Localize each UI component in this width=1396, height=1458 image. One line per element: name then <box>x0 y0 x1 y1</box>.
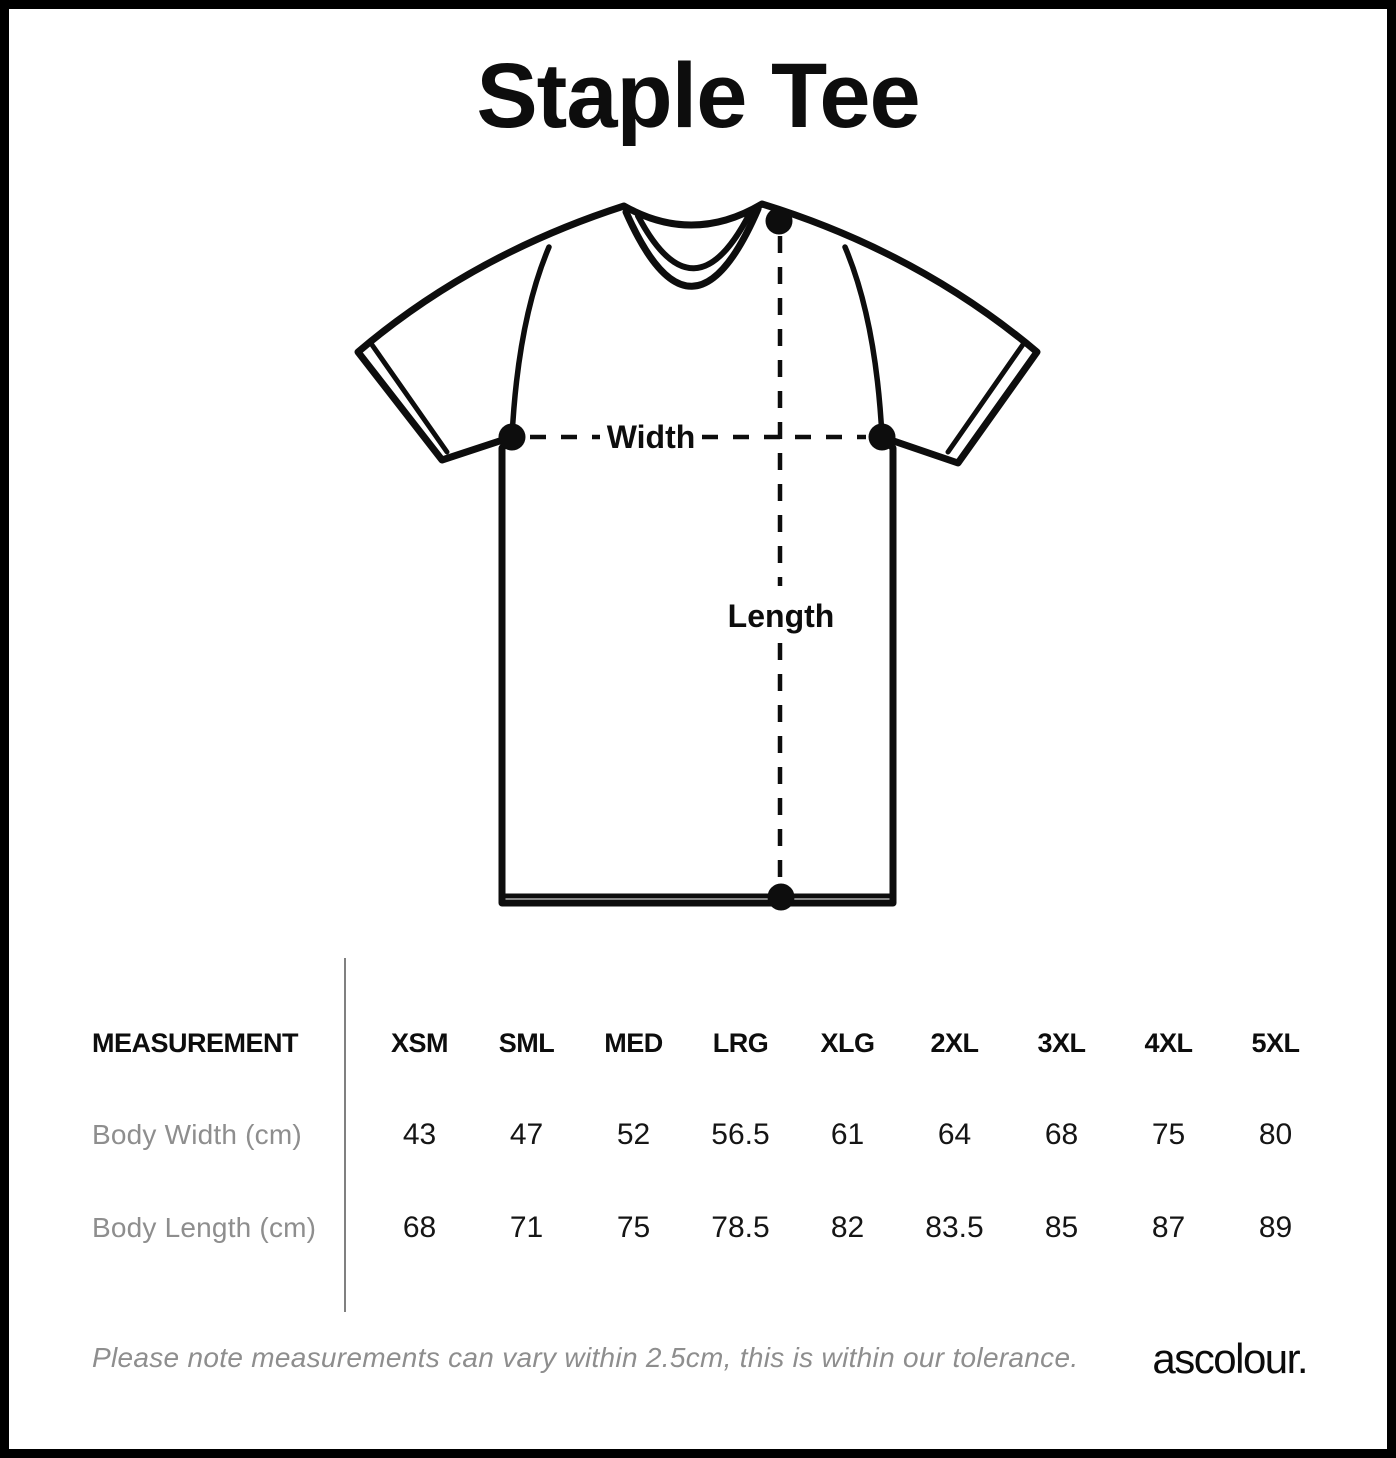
body-width-value: 68 <box>1044 1118 1079 1151</box>
body-length-value: 75 <box>616 1211 651 1244</box>
body-width-value: 43 <box>402 1118 437 1151</box>
body-length-value: 78.5 <box>711 1211 770 1244</box>
body-width-row: Body Width (cm) 43 47 52 56.5 61 64 68 7… <box>92 1118 1329 1152</box>
right-sleeve-seam <box>842 244 885 440</box>
size-header-row: MEASUREMENT XSM SML MED LRG XLG 2XL 3XL … <box>92 1026 1329 1060</box>
size-col-lrg: LRG <box>712 1028 769 1058</box>
row-label-body-length: Body Length (cm) <box>92 1212 317 1243</box>
size-col-4xl: 4XL <box>1144 1028 1193 1058</box>
body-length-row: Body Length (cm) 68 71 75 78.5 82 83.5 8… <box>92 1211 1329 1245</box>
size-col-xlg: XLG <box>820 1028 875 1058</box>
body-length-value: 85 <box>1044 1211 1079 1244</box>
table-divider <box>344 958 346 1312</box>
size-col-med: MED <box>604 1028 663 1058</box>
size-col-xsm: XSM <box>390 1028 449 1058</box>
body-length-value: 87 <box>1151 1211 1186 1244</box>
tee-diagram: Width Length <box>354 200 1041 911</box>
collar-inner-arc <box>635 210 753 272</box>
length-label: Length <box>728 598 835 634</box>
width-label: Width <box>607 419 696 455</box>
size-col-2xl: 2XL <box>930 1028 979 1058</box>
tolerance-note: Please note measurements can vary within… <box>92 1342 1079 1373</box>
body-width-value: 56.5 <box>711 1118 770 1151</box>
tshirt-outline <box>354 200 1041 907</box>
body-width-value: 75 <box>1151 1118 1186 1151</box>
left-sleeve-seam <box>509 244 552 440</box>
body-width-value: 52 <box>616 1118 651 1151</box>
row-label-body-width: Body Width (cm) <box>92 1119 302 1150</box>
body-length-value: 89 <box>1258 1211 1293 1244</box>
body-length-value: 68 <box>402 1211 437 1244</box>
body-width-value: 64 <box>937 1118 972 1151</box>
left-cuff-line <box>367 339 450 455</box>
shoulder-measure-dot <box>765 207 793 235</box>
size-col-sml: SML <box>498 1028 555 1058</box>
body-length-value: 83.5 <box>925 1211 984 1244</box>
measurement-header: MEASUREMENT <box>92 1028 299 1058</box>
page-title: Staple Tee <box>476 45 920 147</box>
body-width-value: 80 <box>1258 1118 1293 1151</box>
body-length-value: 71 <box>509 1211 544 1244</box>
body-width-value: 47 <box>509 1118 544 1151</box>
brand-logo: ascolour. <box>1152 1335 1308 1382</box>
size-col-5xl: 5XL <box>1251 1028 1300 1058</box>
size-col-3xl: 3XL <box>1037 1028 1086 1058</box>
left-armpit-measure-dot <box>498 423 526 451</box>
hem-measure-dot <box>767 883 795 911</box>
right-armpit-measure-dot <box>868 423 896 451</box>
body-length-value: 82 <box>830 1211 865 1244</box>
collar-outer-arc <box>622 205 762 290</box>
right-cuff-line <box>945 340 1027 455</box>
body-width-value: 61 <box>830 1118 865 1151</box>
